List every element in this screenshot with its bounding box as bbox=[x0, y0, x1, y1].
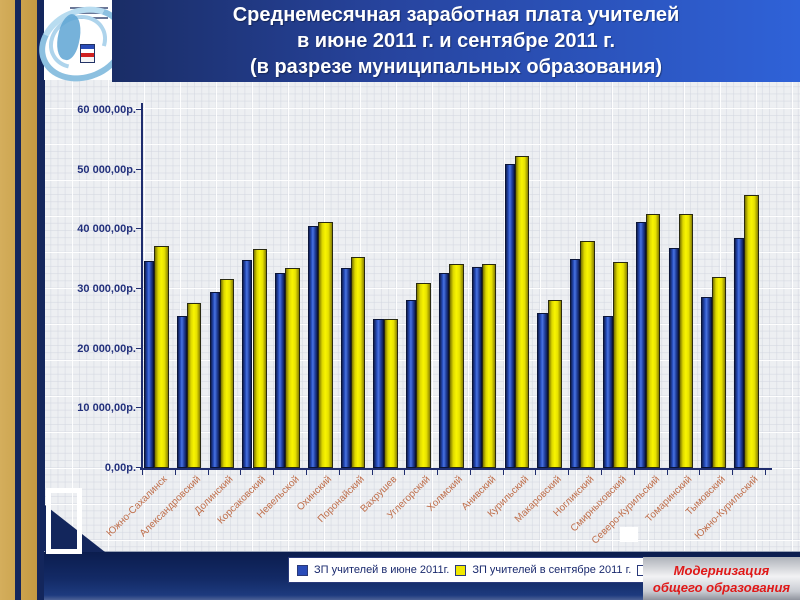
bar-september bbox=[219, 279, 235, 468]
bar-september bbox=[285, 268, 300, 468]
footer-badge: Модернизация общего образования bbox=[643, 557, 800, 600]
y-axis-tick-label: 40 000,00р. bbox=[77, 223, 136, 236]
x-axis-tick bbox=[437, 470, 439, 475]
bar-june bbox=[504, 164, 515, 468]
x-axis-tick bbox=[404, 470, 406, 475]
x-axis-tick bbox=[273, 470, 275, 475]
title-line-1: Среднемесячная заработная плата учителей bbox=[232, 4, 680, 26]
bar-june bbox=[471, 267, 483, 468]
x-axis-tick bbox=[371, 470, 373, 475]
x-axis-tick bbox=[732, 470, 734, 475]
bar-june bbox=[307, 226, 319, 468]
chart-legend: ЗП учителей в июне 2011г. ЗП учителей в … bbox=[288, 557, 658, 583]
bar-september bbox=[547, 300, 563, 468]
logo-text-line bbox=[74, 12, 106, 14]
category-label: Южно-Курильский bbox=[692, 474, 761, 542]
bar-september bbox=[383, 319, 399, 468]
bar-september bbox=[744, 195, 759, 468]
x-axis-tick bbox=[568, 470, 570, 475]
bar-september bbox=[645, 214, 661, 468]
bar-june bbox=[701, 297, 712, 468]
y-axis-tick bbox=[136, 407, 142, 409]
y-axis-tick bbox=[136, 168, 142, 170]
bar-september bbox=[350, 257, 366, 468]
y-axis bbox=[141, 103, 143, 470]
x-axis-tick bbox=[240, 470, 242, 475]
bar-june bbox=[439, 273, 450, 468]
bar-september bbox=[613, 262, 628, 468]
footer-badge-line-2: общего образования bbox=[652, 580, 791, 595]
bar-september bbox=[580, 241, 595, 468]
bar-june bbox=[275, 273, 286, 468]
y-axis-tick bbox=[136, 228, 142, 230]
blank-overlay-square bbox=[620, 527, 638, 542]
bar-september bbox=[252, 249, 267, 468]
x-axis-tick bbox=[338, 470, 340, 475]
logo-text-line bbox=[70, 7, 108, 9]
x-axis-tick bbox=[633, 470, 635, 475]
y-axis-tick-label: 0,00р. bbox=[104, 462, 136, 474]
title-line-3: (в разрезе муниципальных образования) bbox=[249, 56, 663, 78]
bar-june bbox=[537, 313, 548, 468]
bar-september bbox=[318, 222, 333, 468]
y-axis-tick-label: 50 000,00р. bbox=[77, 163, 136, 176]
title-line-2: в июне 2011 г. и сентябре 2011 г. bbox=[296, 30, 616, 52]
x-axis-tick bbox=[601, 470, 603, 475]
y-axis-tick bbox=[136, 109, 142, 110]
x-axis-tick bbox=[666, 470, 668, 475]
x-axis-tick bbox=[207, 470, 209, 475]
footer-badge-line-1: Модернизация bbox=[673, 563, 770, 578]
y-axis-tick-label: 30 000,00р. bbox=[77, 283, 136, 295]
y-axis-tick bbox=[136, 288, 142, 289]
bar-september bbox=[449, 264, 464, 468]
bar-june bbox=[406, 300, 417, 468]
bar-september bbox=[416, 283, 431, 468]
bar-june bbox=[340, 268, 351, 468]
bar-june bbox=[603, 316, 614, 468]
side-stripe-line bbox=[15, 0, 21, 600]
bar-september bbox=[154, 246, 169, 468]
slide-title: Среднемесячная заработная плата учителей… bbox=[112, 0, 800, 82]
logo-emblem-icon bbox=[80, 44, 95, 63]
bar-june bbox=[176, 316, 187, 468]
bar-june bbox=[635, 222, 646, 468]
x-axis-tick bbox=[699, 470, 701, 475]
x-axis-tick bbox=[142, 470, 143, 475]
y-axis-tick-label: 10 000,00р. bbox=[77, 402, 136, 415]
category-label: Южно-Сахалинск bbox=[105, 474, 171, 539]
logo-text-line bbox=[68, 17, 108, 19]
y-axis-tick bbox=[136, 347, 142, 349]
bar-june bbox=[373, 319, 384, 468]
bar-june bbox=[668, 248, 679, 468]
side-navy-band bbox=[37, 0, 45, 600]
bar-june bbox=[242, 260, 253, 468]
x-axis-tick bbox=[535, 470, 537, 475]
bar-september bbox=[514, 156, 530, 468]
x-axis-tick bbox=[765, 470, 766, 475]
sakhalin-region-logo bbox=[27, 0, 139, 95]
legend-label-june: ЗП учителей в июне 2011г. bbox=[314, 564, 450, 576]
legend-swatch-september bbox=[455, 564, 467, 576]
bar-september bbox=[711, 277, 726, 468]
bar-september bbox=[186, 303, 202, 468]
bar-june bbox=[734, 238, 745, 468]
bar-june bbox=[570, 259, 581, 468]
bar-september bbox=[678, 214, 694, 468]
x-axis bbox=[140, 468, 772, 470]
x-axis-tick bbox=[174, 470, 176, 475]
bar-september bbox=[482, 264, 497, 468]
x-axis-tick bbox=[469, 470, 471, 475]
legend-label-september: ЗП учителей в сентябре 2011 г. bbox=[472, 564, 632, 576]
corner-square-decoration bbox=[46, 488, 82, 554]
bar-june bbox=[209, 292, 220, 468]
y-axis-tick-label: 20 000,00р. bbox=[77, 342, 136, 355]
bar-june bbox=[143, 261, 155, 468]
x-axis-tick bbox=[502, 470, 504, 475]
y-axis-tick-label: 60 000,00р. bbox=[77, 104, 136, 116]
x-axis-tick bbox=[305, 470, 307, 475]
y-axis-tick bbox=[136, 467, 142, 468]
legend-swatch-june bbox=[297, 564, 308, 576]
